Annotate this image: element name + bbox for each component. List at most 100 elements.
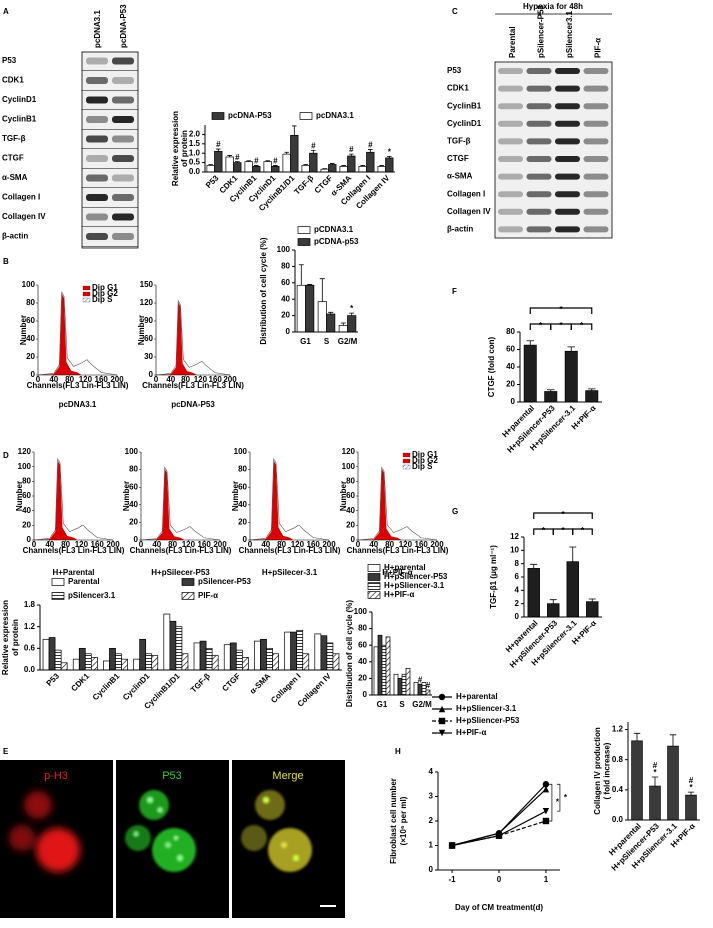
blot-column-label: pcDNA3.1 bbox=[93, 10, 102, 48]
blot-row-label: CDK1 bbox=[2, 76, 24, 85]
blot-band bbox=[112, 116, 134, 123]
bar bbox=[84, 653, 92, 671]
bar bbox=[175, 626, 183, 671]
y-tick-label: 2 bbox=[429, 816, 434, 825]
bar bbox=[54, 649, 62, 671]
legend-swatch bbox=[181, 578, 195, 586]
y-axis-label: Relative expression bbox=[171, 111, 180, 186]
blot-row-label: β-actin bbox=[2, 232, 28, 241]
blot-band bbox=[498, 173, 523, 180]
comparison-label: * bbox=[561, 510, 565, 519]
error-bar bbox=[588, 388, 596, 391]
blot-column-label: Parental bbox=[508, 26, 517, 58]
blot-band bbox=[583, 85, 609, 92]
error-bar bbox=[246, 160, 251, 162]
y-tick-label: 20 bbox=[506, 380, 515, 389]
tick-label: 40 bbox=[45, 540, 54, 549]
error-bar bbox=[687, 791, 695, 796]
blot-band bbox=[498, 208, 523, 215]
y-tick-label: 0.6 bbox=[24, 643, 36, 652]
x-tick-label: TGF-β bbox=[292, 173, 315, 196]
bar bbox=[214, 150, 223, 173]
panel-label: F bbox=[452, 287, 457, 296]
bar bbox=[338, 325, 348, 333]
significance-mark: # bbox=[216, 140, 221, 149]
legend-label: Dip G1 bbox=[92, 283, 118, 292]
blot-band bbox=[526, 173, 552, 180]
blot-band bbox=[86, 135, 108, 143]
error-bar bbox=[633, 732, 641, 741]
blot-band bbox=[498, 226, 523, 233]
flow-caption: H+Parental bbox=[52, 568, 94, 577]
tick-label: 0 bbox=[154, 375, 159, 384]
bar bbox=[205, 647, 213, 671]
legend-label: H+PIF-α bbox=[456, 728, 487, 737]
tick-label: 120 bbox=[342, 447, 356, 456]
tick-label: 30 bbox=[144, 352, 153, 361]
tick-label: 40 bbox=[152, 540, 161, 549]
tick-label: 100 bbox=[18, 462, 32, 471]
tick-label: 100 bbox=[342, 462, 356, 471]
comparison-label: * bbox=[581, 526, 585, 535]
legend-swatch bbox=[51, 592, 65, 600]
blot-band bbox=[526, 85, 552, 92]
x-tick-label: CTGF bbox=[220, 671, 242, 693]
tick-label: 60 bbox=[238, 482, 247, 491]
y-tick-label: 40 bbox=[358, 657, 367, 666]
comparison-label: * bbox=[559, 321, 563, 330]
legend-swatch bbox=[297, 226, 311, 234]
tick-label: 200 bbox=[106, 540, 120, 549]
y-axis-label: Relative expression bbox=[1, 600, 10, 675]
significance-mark: # bbox=[426, 681, 431, 690]
bar bbox=[564, 350, 578, 403]
error-bar bbox=[208, 164, 213, 166]
y-tick-label: 6 bbox=[515, 572, 520, 581]
y-axis-label: Distribution of cell cycle (%) bbox=[345, 600, 354, 707]
legend-label: Dip S bbox=[92, 295, 113, 304]
flow-caption: H+pSilecer-P53 bbox=[151, 568, 210, 577]
comparison-label: * bbox=[580, 321, 584, 330]
blot-row-label: β-actin bbox=[447, 225, 473, 234]
blot-column-label: pSilencer3.1 bbox=[565, 10, 574, 58]
y-axis-label: ( fold increase) bbox=[603, 742, 612, 799]
axis-label: Number bbox=[339, 481, 348, 511]
blot-band bbox=[555, 173, 580, 180]
point bbox=[542, 808, 550, 815]
legend-label: Dip G2 bbox=[412, 456, 438, 465]
y-tick-label: 40 bbox=[506, 362, 515, 371]
y-tick-label: 0.0 bbox=[612, 815, 624, 824]
legend-label: Dip G2 bbox=[92, 289, 118, 298]
bar bbox=[373, 646, 379, 696]
tick-label: 0 bbox=[27, 535, 32, 544]
tick-label: 20 bbox=[346, 520, 355, 529]
flow-caption: H+pSilecer-3.1 bbox=[262, 568, 318, 577]
tick-label: 40 bbox=[166, 375, 175, 384]
tick-label: 80 bbox=[238, 465, 247, 474]
y-tick-label: 60 bbox=[506, 345, 515, 354]
tick-label: 120 bbox=[291, 540, 305, 549]
channel-label: p-H3 bbox=[44, 770, 68, 782]
blot-row-label: TGF-β bbox=[2, 134, 26, 143]
tick-label: 80 bbox=[26, 298, 35, 307]
error-bar bbox=[569, 546, 577, 562]
tick-label: 120 bbox=[79, 375, 93, 384]
y-tick-label: 0 bbox=[286, 327, 291, 336]
blot-band bbox=[583, 191, 609, 198]
y-tick-label: 8 bbox=[515, 559, 520, 568]
blot-band bbox=[498, 138, 523, 145]
bar bbox=[685, 794, 697, 821]
error-bar bbox=[549, 599, 557, 604]
green-cells bbox=[125, 790, 196, 872]
blot-band bbox=[112, 233, 134, 240]
blot-band bbox=[498, 156, 523, 162]
blot-band bbox=[555, 103, 580, 110]
bar bbox=[347, 155, 356, 173]
error-bar bbox=[530, 563, 538, 569]
bar bbox=[326, 313, 336, 333]
tick-label: 0 bbox=[149, 370, 154, 379]
tick-label: 80 bbox=[385, 540, 394, 549]
bar bbox=[244, 161, 253, 173]
bar bbox=[339, 166, 348, 173]
tick-label: 80 bbox=[181, 375, 190, 384]
legend-swatch bbox=[82, 297, 91, 303]
